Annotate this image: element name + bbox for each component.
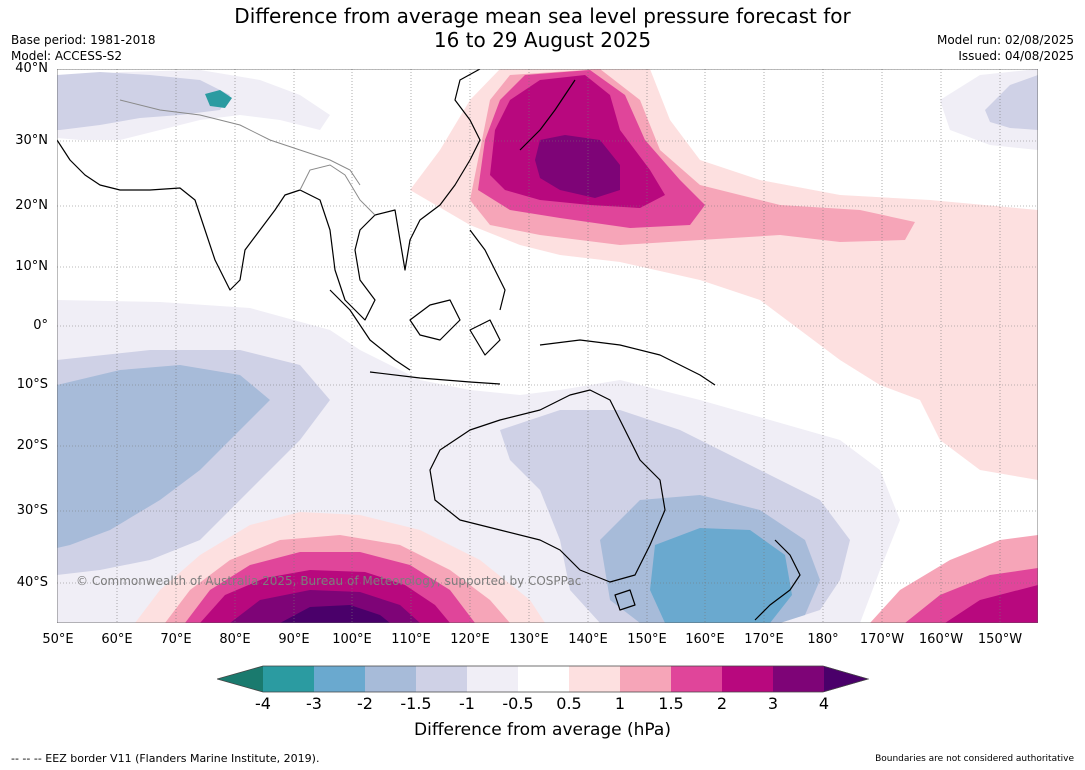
colorbar-tick: -4	[255, 694, 271, 713]
border-indochina	[299, 164, 376, 216]
anomaly-plus-4-south	[280, 605, 390, 623]
anomaly-minus-3-tibet	[205, 90, 232, 108]
colorbar-segment	[824, 666, 869, 692]
title-line-1: Difference from average mean sea level p…	[234, 4, 851, 28]
colorbar-segments	[217, 666, 869, 692]
anomaly-minus-1p5-west	[57, 365, 270, 548]
colorbar-segment	[263, 666, 315, 692]
graticule	[57, 69, 1038, 623]
lat-label-10s: 10°S	[16, 377, 48, 392]
coastline-new-zealand	[754, 539, 801, 621]
lon-label-160w: 160°W	[918, 632, 964, 647]
issued-date: Issued: 04/08/2025	[958, 49, 1074, 63]
lon-label-60e: 60°E	[101, 632, 133, 647]
colorbar-tick: 4	[818, 694, 830, 713]
colorbar-segment	[569, 666, 621, 692]
lon-label-50e: 50°E	[42, 632, 74, 647]
coastline-asia	[57, 69, 481, 321]
lon-label-170w: 170°W	[859, 632, 905, 647]
model-run: Model run: 02/08/2025	[936, 33, 1074, 47]
lon-label-130e: 130°E	[509, 632, 549, 647]
positive-anomaly-layer	[135, 69, 1038, 623]
lon-label-110e: 110°E	[391, 632, 431, 647]
colorbar-tick: 3	[767, 694, 779, 713]
coastline-philippines	[469, 229, 506, 311]
lon-label-100e: 100°E	[332, 632, 372, 647]
lat-label-20s: 20°S	[16, 438, 48, 453]
base-period: Base period: 1981-2018	[11, 33, 156, 47]
colorbar-tick: 1.5	[658, 694, 684, 713]
colorbar-segment	[722, 666, 774, 692]
colorbar-segment	[365, 666, 417, 692]
lat-label-40n: 40°N	[15, 61, 48, 76]
coastline-sulawesi	[469, 319, 501, 356]
colorbar-segment	[467, 666, 519, 692]
lon-label-150w: 150°W	[977, 632, 1023, 647]
colorbar	[217, 665, 869, 693]
meta-left: Base period: 1981-2018 Model: ACCESS-S2	[11, 32, 156, 64]
lon-label-120e: 120°E	[450, 632, 490, 647]
lon-label-170e: 170°E	[744, 632, 784, 647]
coastline-tasmania	[614, 589, 636, 611]
anomaly-plus-3-pacific	[535, 135, 620, 198]
colorbar-tick: -1.5	[400, 694, 432, 713]
title-line-2: 16 to 29 August 2025	[433, 28, 652, 52]
colorbar-segment	[217, 666, 263, 692]
lon-label-80e: 80°E	[219, 632, 251, 647]
anomaly-minus-2-tasman	[650, 528, 792, 623]
model-name: Model: ACCESS-S2	[11, 49, 123, 63]
coastline-australia	[429, 389, 666, 583]
lat-label-0: 0°	[33, 318, 48, 333]
colorbar-tick: -3	[306, 694, 322, 713]
coastline-java	[369, 371, 501, 385]
lat-label-30s: 30°S	[16, 503, 48, 518]
coastline-sumatra	[329, 289, 411, 371]
anomaly-minus-1-northeast	[985, 75, 1038, 130]
colorbar-tick: 0.5	[556, 694, 582, 713]
lon-label-160e: 160°E	[685, 632, 725, 647]
copyright-notice: © Commonwealth of Australia 2025, Bureau…	[76, 574, 582, 588]
map-title: Difference from average mean sea level p…	[0, 4, 1085, 52]
colorbar-segment	[314, 666, 366, 692]
coastlines	[57, 69, 801, 621]
map-svg	[57, 69, 1038, 623]
coastline-japan	[519, 79, 576, 151]
border-himalaya	[119, 99, 361, 186]
lon-label-70e: 70°E	[160, 632, 192, 647]
colorbar-segment	[416, 666, 468, 692]
coastline-new-guinea	[539, 339, 716, 386]
lat-label-20n: 20°N	[15, 198, 48, 213]
colorbar-tick: -0.5	[502, 694, 534, 713]
anomaly-minus-1-north	[57, 72, 230, 130]
meta-right: Model run: 02/08/2025 Issued: 04/08/2025	[937, 32, 1074, 64]
lat-label-30n: 30°N	[15, 133, 48, 148]
country-borders	[119, 99, 376, 216]
lat-label-40s: 40°S	[16, 575, 48, 590]
colorbar-tick: 2	[716, 694, 728, 713]
anomaly-plus-2-southeast	[945, 585, 1038, 623]
colorbar-segment	[773, 666, 825, 692]
lat-label-10n: 10°N	[15, 259, 48, 274]
lon-label-140e: 140°E	[568, 632, 608, 647]
pressure-anomaly-map	[57, 69, 1038, 623]
lon-label-150e: 150°E	[627, 632, 667, 647]
boundaries-disclaimer: Boundaries are not considered authoritat…	[875, 754, 1074, 764]
colorbar-tick: -2	[357, 694, 373, 713]
lon-label-180: 180°	[807, 632, 839, 647]
colorbar-tick: -1	[459, 694, 475, 713]
colorbar-tick: 1	[614, 694, 626, 713]
eez-legend: -- -- -- EEZ border V11 (Flanders Marine…	[11, 752, 320, 765]
colorbar-segment	[671, 666, 723, 692]
colorbar-segment	[620, 666, 672, 692]
colorbar-label: Difference from average (hPa)	[414, 720, 671, 740]
lon-label-90e: 90°E	[278, 632, 310, 647]
colorbar-outline	[217, 665, 869, 693]
colorbar-segment	[518, 666, 570, 692]
coastline-borneo	[409, 299, 461, 341]
